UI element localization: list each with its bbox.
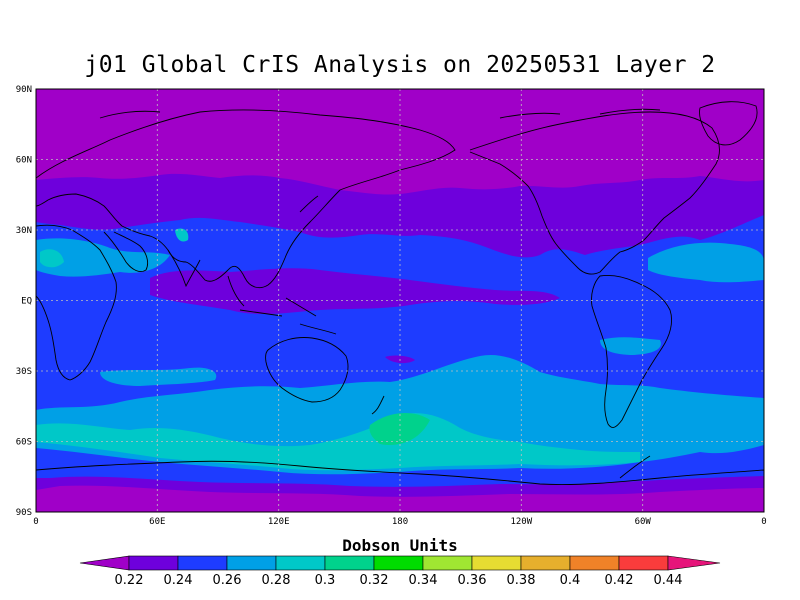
- colorbar-tick-label: 0.44: [654, 573, 683, 588]
- field-pacific-0-26: [600, 337, 661, 355]
- coast-samerica: [591, 275, 673, 428]
- lon-label-60w: 60W: [635, 517, 652, 527]
- page-title: j01 Global CrIS Analysis on 20250531 Lay…: [84, 52, 716, 78]
- lon-label-180: 180: [392, 517, 408, 527]
- coast-japan: [299, 195, 319, 213]
- coast-antarctica: [36, 460, 764, 485]
- coast-arctic: [99, 108, 661, 119]
- lon-label-60e: 60E: [149, 517, 165, 527]
- coast-india: [167, 249, 201, 288]
- lat-label-eq: EQ: [21, 297, 32, 307]
- colorbar-box: [618, 555, 669, 571]
- colorbar-units-label: Dobson Units: [342, 536, 458, 555]
- field-africa-0-28: [40, 249, 64, 268]
- colorbar-box: [471, 555, 522, 571]
- coast-arabia: [103, 231, 149, 273]
- colorbar-tick-label: 0.28: [262, 573, 291, 588]
- coast-antarctic-peninsula: [619, 455, 651, 479]
- coast-africa: [36, 224, 117, 381]
- lat-label-30n: 30N: [16, 226, 32, 236]
- coast-namerica: [469, 111, 720, 275]
- field-antarctic-0-22: [36, 485, 764, 512]
- coast-australia: [265, 337, 349, 403]
- colorbar-box: [128, 555, 179, 571]
- lat-label-60s: 60S: [16, 438, 32, 448]
- colorbar-tick-label: 0.42: [605, 573, 634, 588]
- colorbar-tick-label: 0.4: [560, 573, 581, 588]
- colorbar-box: [569, 555, 620, 571]
- colorbar-box: [324, 555, 375, 571]
- colorbar-tick-label: 0.24: [164, 573, 193, 588]
- lat-label-90s: 90S: [16, 508, 32, 518]
- colorbar-over-triangle: [667, 555, 721, 571]
- lat-label-90n: 90N: [16, 85, 32, 95]
- colorbar-under-triangle: [79, 555, 130, 571]
- lat-label-60n: 60N: [16, 156, 32, 166]
- field-indian-0-26: [100, 367, 217, 386]
- field-tropics-0-24: [150, 268, 560, 315]
- colorbar-box: [373, 555, 424, 571]
- colorbar-tick-label: 0.26: [213, 573, 242, 588]
- colorbar-box: [177, 555, 228, 571]
- lon-label-0-end: 0: [761, 517, 766, 527]
- colorbar-box: [226, 555, 277, 571]
- coast-eurasia: [36, 109, 456, 289]
- field-sa-0-28: [175, 228, 189, 242]
- coastlines: [36, 101, 764, 485]
- map-frame: [35, 88, 765, 513]
- lat-axis: 90N 60N 30N EQ 30S 60S 90S: [16, 85, 32, 518]
- coast-nz: [371, 395, 385, 415]
- colorbar-box: [520, 555, 571, 571]
- lon-label-120w: 120W: [510, 517, 532, 527]
- field-africa-0-26: [36, 238, 170, 277]
- colorbar-box: [422, 555, 473, 571]
- colorbar-tick-label: 0.22: [115, 573, 144, 588]
- lat-label-30s: 30S: [16, 367, 32, 377]
- coast-greenland: [699, 101, 758, 146]
- grid-lines: [36, 89, 764, 512]
- colorbar-tick-label: 0.36: [458, 573, 487, 588]
- colorbar-tick-label: 0.34: [409, 573, 438, 588]
- colorbar-tick-label: 0.32: [360, 573, 389, 588]
- lon-axis: 0 60E 120E 180 120W 60W 0: [33, 517, 766, 527]
- field-natl-0-26: [648, 242, 764, 283]
- colorbar-box: [275, 555, 326, 571]
- lon-label-0: 0: [33, 517, 38, 527]
- coast-seasia: [227, 275, 337, 335]
- colorbar-tick-label: 0.38: [507, 573, 536, 588]
- colorbar-tick-label: 0.3: [315, 573, 336, 588]
- lon-label-120e: 120E: [268, 517, 290, 527]
- field-polar-0-22: [36, 89, 764, 195]
- colorbar: 0.22 0.24 0.26 0.28 0.3 0.32 0.34 0.36 0.38 0.4 0.…: [79, 555, 721, 588]
